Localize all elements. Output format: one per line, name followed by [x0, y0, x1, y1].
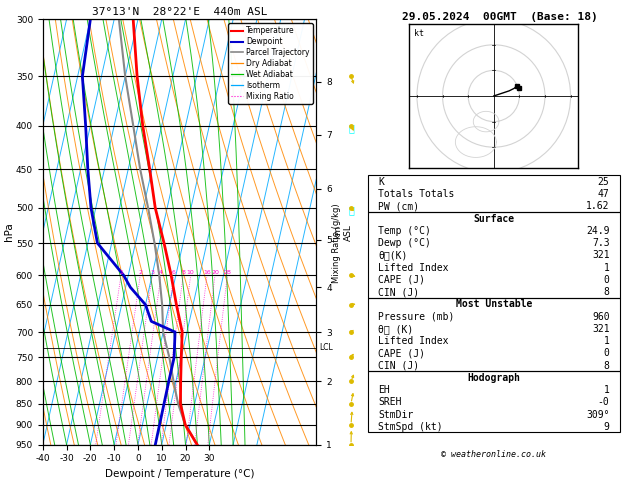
Text: 0: 0: [604, 275, 610, 285]
Text: Dewp (°C): Dewp (°C): [378, 238, 431, 248]
Text: 20: 20: [211, 270, 219, 275]
Text: StmSpd (kt): StmSpd (kt): [378, 422, 443, 432]
Text: 321: 321: [592, 250, 610, 260]
Text: 28: 28: [223, 270, 231, 275]
Text: 9: 9: [604, 422, 610, 432]
Text: Mixing Ratio (g/kg): Mixing Ratio (g/kg): [332, 203, 341, 283]
Text: Hodograph: Hodograph: [467, 373, 520, 383]
Text: © weatheronline.co.uk: © weatheronline.co.uk: [442, 450, 546, 459]
Text: StmDir: StmDir: [378, 410, 413, 420]
Text: 4: 4: [159, 270, 163, 275]
Text: kt: kt: [415, 30, 425, 38]
Text: 1.62: 1.62: [586, 201, 610, 211]
X-axis label: Dewpoint / Temperature (°C): Dewpoint / Temperature (°C): [105, 469, 254, 479]
Text: θᴇ (K): θᴇ (K): [378, 324, 413, 334]
Text: CAPE (J): CAPE (J): [378, 275, 425, 285]
Text: 10: 10: [187, 270, 194, 275]
Text: CAPE (J): CAPE (J): [378, 348, 425, 359]
Text: 24.9: 24.9: [586, 226, 610, 236]
Text: 321: 321: [592, 324, 610, 334]
Text: Most Unstable: Most Unstable: [455, 299, 532, 310]
Text: 1: 1: [604, 262, 610, 273]
Text: 47: 47: [598, 189, 610, 199]
Text: EH: EH: [378, 385, 390, 395]
Text: PW (cm): PW (cm): [378, 201, 419, 211]
Text: SREH: SREH: [378, 398, 401, 407]
Text: K: K: [378, 177, 384, 187]
Text: 25: 25: [598, 177, 610, 187]
Text: 16: 16: [203, 270, 211, 275]
Text: 8: 8: [604, 287, 610, 297]
Y-axis label: km
ASL: km ASL: [333, 224, 353, 241]
Text: 1: 1: [604, 385, 610, 395]
Text: 0: 0: [604, 348, 610, 359]
Text: 7.3: 7.3: [592, 238, 610, 248]
Text: CIN (J): CIN (J): [378, 287, 419, 297]
Text: Surface: Surface: [473, 213, 515, 224]
Text: 2: 2: [138, 270, 142, 275]
Text: θᴇ(K): θᴇ(K): [378, 250, 408, 260]
Text: ⥤: ⥤: [348, 123, 354, 133]
Text: Temp (°C): Temp (°C): [378, 226, 431, 236]
Legend: Temperature, Dewpoint, Parcel Trajectory, Dry Adiabat, Wet Adiabat, Isotherm, Mi: Temperature, Dewpoint, Parcel Trajectory…: [228, 23, 313, 104]
Text: Pressure (mb): Pressure (mb): [378, 312, 454, 322]
Text: 309°: 309°: [586, 410, 610, 420]
Text: -0: -0: [598, 398, 610, 407]
Text: 29.05.2024  00GMT  (Base: 18): 29.05.2024 00GMT (Base: 18): [402, 12, 598, 22]
Text: 8: 8: [181, 270, 185, 275]
Text: 6: 6: [172, 270, 175, 275]
Text: Lifted Index: Lifted Index: [378, 262, 448, 273]
Text: ⥤: ⥤: [348, 205, 354, 215]
Text: CIN (J): CIN (J): [378, 361, 419, 371]
Title: 37°13'N  28°22'E  440m ASL: 37°13'N 28°22'E 440m ASL: [92, 7, 267, 17]
Text: Totals Totals: Totals Totals: [378, 189, 454, 199]
Text: 8: 8: [604, 361, 610, 371]
Y-axis label: hPa: hPa: [4, 223, 14, 242]
Text: LCL: LCL: [319, 343, 333, 352]
Text: 1: 1: [119, 270, 123, 275]
Text: 960: 960: [592, 312, 610, 322]
Text: 1: 1: [604, 336, 610, 346]
Text: Lifted Index: Lifted Index: [378, 336, 448, 346]
Text: 3: 3: [150, 270, 154, 275]
